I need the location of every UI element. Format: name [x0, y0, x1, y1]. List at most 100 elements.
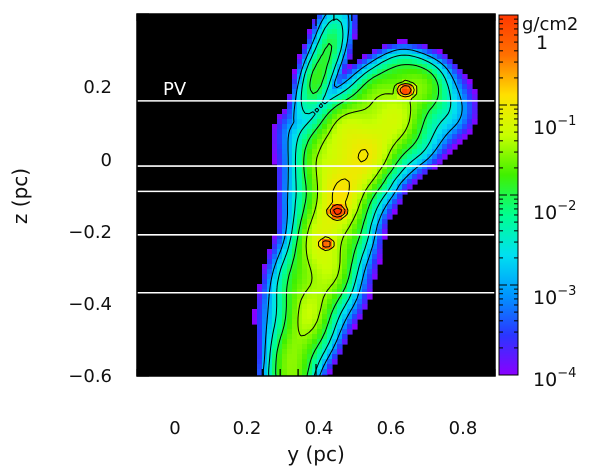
density-cell [317, 124, 323, 130]
density-cell [382, 129, 388, 135]
density-cell [347, 124, 353, 130]
density-cell [297, 89, 303, 95]
density-cell [357, 224, 363, 230]
density-cell [302, 349, 308, 355]
density-cell [322, 179, 328, 185]
density-cell [307, 374, 313, 376]
density-cell [327, 289, 333, 295]
density-cell [432, 49, 438, 55]
density-cell [367, 159, 373, 165]
density-cell [312, 264, 318, 270]
density-cell [317, 369, 323, 375]
density-cell [377, 199, 383, 205]
density-cell [332, 49, 338, 55]
density-cell [357, 274, 363, 280]
density-cell [322, 264, 328, 270]
density-cell [442, 69, 448, 75]
density-cell [337, 24, 343, 30]
density-cell [367, 104, 373, 110]
density-cell [292, 139, 298, 145]
density-cell [317, 199, 323, 205]
density-cell [282, 134, 288, 140]
density-cell [297, 124, 303, 130]
density-cell [442, 104, 448, 110]
density-cell [437, 109, 443, 115]
density-cell [262, 374, 268, 376]
density-cell [347, 79, 353, 85]
density-cell [442, 154, 448, 160]
density-cell [297, 289, 303, 295]
density-cell [332, 334, 338, 340]
density-cell [337, 14, 343, 20]
density-cell [372, 69, 378, 75]
density-cell [332, 314, 338, 320]
density-cell [287, 249, 293, 255]
density-cell [327, 179, 333, 185]
density-cell [317, 194, 323, 200]
density-cell [352, 139, 358, 145]
density-cell [377, 234, 383, 240]
density-cell [357, 94, 363, 100]
density-cell [442, 144, 448, 150]
density-cell [342, 179, 348, 185]
density-cell [292, 134, 298, 140]
density-cell [437, 104, 443, 110]
density-cell [357, 89, 363, 95]
density-cell [357, 79, 363, 85]
density-cell [367, 89, 373, 95]
density-cell [422, 109, 428, 115]
density-cell [352, 219, 358, 225]
density-cell [322, 309, 328, 315]
density-cell [307, 134, 313, 140]
density-cell [332, 339, 338, 345]
density-cell [352, 204, 358, 210]
density-cell [372, 159, 378, 165]
density-cell [302, 129, 308, 135]
density-cell [297, 144, 303, 150]
colorbar-label-1e-2: 10−2 [533, 199, 576, 224]
density-cell [397, 64, 403, 70]
density-cell [282, 244, 288, 250]
density-cell [432, 119, 438, 125]
density-cell [362, 84, 368, 90]
density-cell [277, 364, 283, 370]
density-cell [252, 319, 258, 325]
density-cell [257, 369, 263, 375]
density-cell [317, 174, 323, 180]
density-cell [372, 114, 378, 120]
density-cell [447, 119, 453, 125]
contour-line [333, 207, 343, 215]
density-cell [277, 194, 283, 200]
density-cell [312, 279, 318, 285]
density-cell [292, 299, 298, 305]
density-cell [322, 314, 328, 320]
density-cell [367, 129, 373, 135]
density-cell [367, 169, 373, 175]
density-cell [392, 124, 398, 130]
density-cell [457, 74, 463, 80]
density-cell [257, 344, 263, 350]
density-cell [307, 154, 313, 160]
density-cell [347, 174, 353, 180]
density-cell [337, 194, 343, 200]
density-cell [367, 289, 373, 295]
density-cell [287, 149, 293, 155]
density-cell [317, 259, 323, 265]
density-cell [302, 274, 308, 280]
density-cell [287, 119, 293, 125]
density-cell [327, 24, 333, 30]
density-cell [317, 49, 323, 55]
density-cell [332, 29, 338, 35]
density-cell [352, 269, 358, 275]
density-cell [347, 179, 353, 185]
density-cell [447, 149, 453, 155]
density-cell [277, 219, 283, 225]
density-cell [317, 249, 323, 255]
density-cell [262, 314, 268, 320]
density-cell [377, 259, 383, 265]
density-cell [302, 154, 308, 160]
density-cell [332, 74, 338, 80]
density-cell [352, 29, 358, 35]
density-cell [352, 244, 358, 250]
density-cell [362, 129, 368, 135]
